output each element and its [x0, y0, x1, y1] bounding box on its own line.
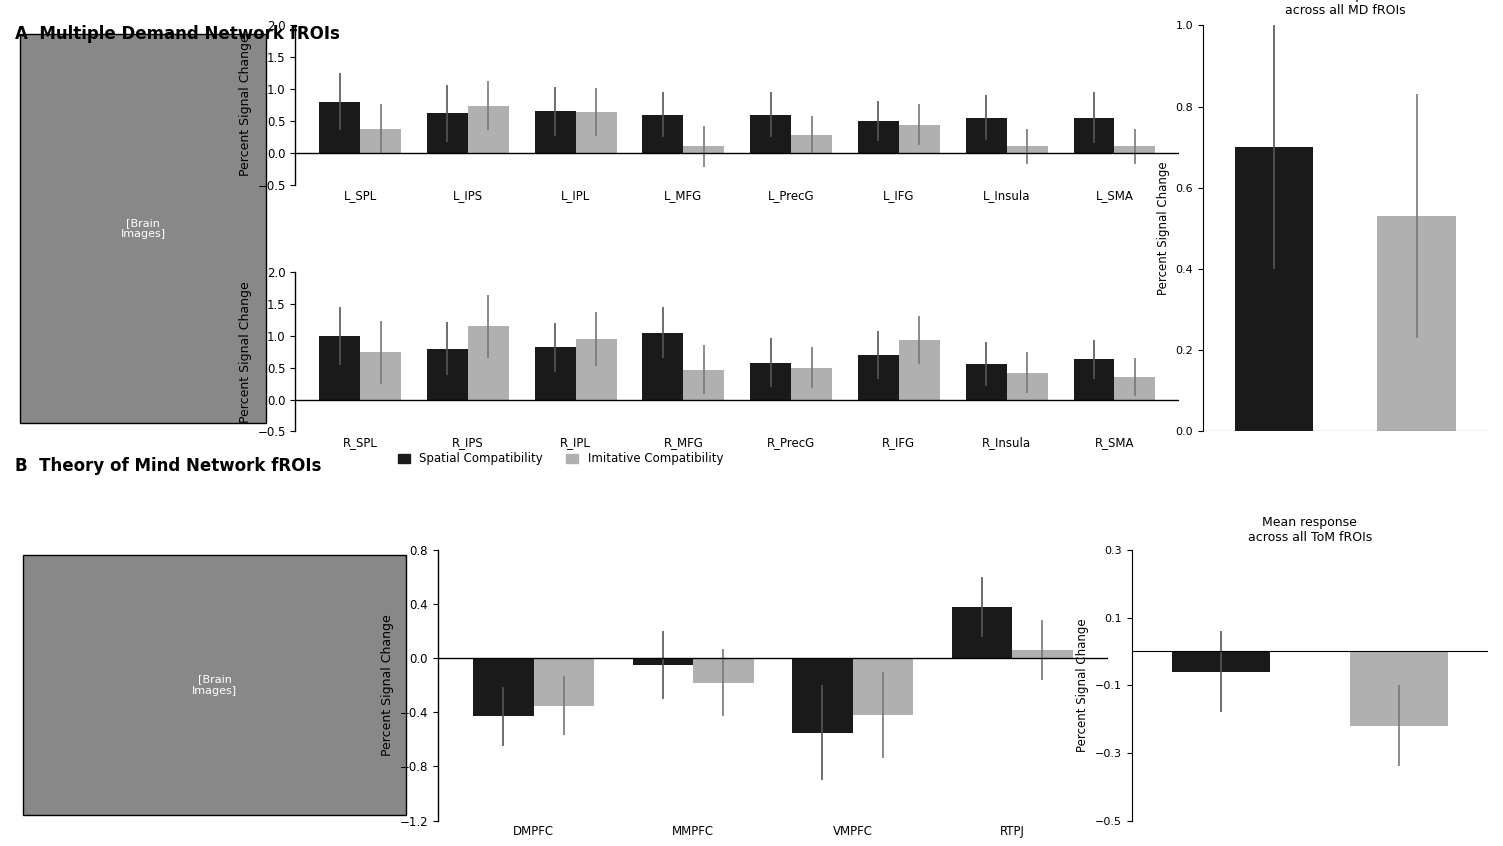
Y-axis label: Percent Signal Change: Percent Signal Change	[1157, 162, 1169, 295]
Bar	[951, 607, 1012, 658]
Bar	[1012, 650, 1073, 658]
Bar	[750, 363, 791, 399]
Bar	[576, 339, 616, 399]
Bar	[792, 658, 852, 733]
Bar	[427, 113, 467, 153]
Text: B  Theory of Mind Network fROIs: B Theory of Mind Network fROIs	[15, 457, 322, 475]
Bar	[1114, 146, 1156, 153]
Bar	[858, 121, 899, 153]
Bar	[535, 112, 576, 153]
Bar	[858, 355, 899, 399]
Bar	[467, 106, 508, 153]
Bar	[642, 114, 684, 153]
Bar	[361, 353, 401, 399]
Bar	[1007, 373, 1048, 399]
Bar	[319, 102, 361, 153]
Y-axis label: Percent Signal Change: Percent Signal Change	[1076, 618, 1090, 752]
Bar	[427, 349, 467, 399]
Bar	[1073, 118, 1114, 153]
Y-axis label: Percent Signal Change: Percent Signal Change	[380, 614, 394, 756]
Bar	[534, 658, 594, 706]
Bar	[576, 112, 616, 153]
Bar	[1172, 651, 1270, 672]
Bar	[1235, 147, 1314, 431]
Bar	[791, 368, 833, 399]
Bar	[684, 146, 724, 153]
Bar	[966, 118, 1007, 153]
Bar	[852, 658, 914, 715]
Text: [Brain
Images]: [Brain Images]	[192, 674, 237, 696]
Bar	[467, 327, 508, 399]
Bar	[633, 658, 693, 665]
Y-axis label: Percent Signal Change: Percent Signal Change	[239, 34, 251, 176]
Bar	[473, 658, 534, 717]
Text: [Brain
Images]: [Brain Images]	[120, 217, 165, 239]
Text: A  Multiple Demand Network fROIs: A Multiple Demand Network fROIs	[15, 25, 340, 43]
Bar	[1377, 217, 1456, 431]
Bar	[899, 340, 939, 399]
Bar	[535, 348, 576, 399]
Bar	[319, 336, 361, 399]
Text: Mean response
across all ToM fROIs: Mean response across all ToM fROIs	[1247, 517, 1372, 545]
Bar	[1114, 377, 1156, 399]
Bar	[684, 370, 724, 399]
Bar	[899, 124, 939, 153]
Bar	[361, 129, 401, 153]
Bar	[791, 135, 833, 153]
Bar	[750, 114, 791, 153]
Legend: Spatial Compatibility, Imitative Compatibility: Spatial Compatibility, Imitative Compati…	[394, 448, 727, 470]
Bar	[966, 364, 1007, 399]
Bar	[1073, 360, 1114, 399]
Bar	[1350, 651, 1447, 726]
Y-axis label: Percent Signal Change: Percent Signal Change	[239, 281, 251, 423]
Bar	[642, 332, 684, 399]
Text: Mean response
across all MD fROIs: Mean response across all MD fROIs	[1285, 0, 1405, 17]
Bar	[693, 658, 753, 683]
Bar	[1007, 146, 1048, 153]
